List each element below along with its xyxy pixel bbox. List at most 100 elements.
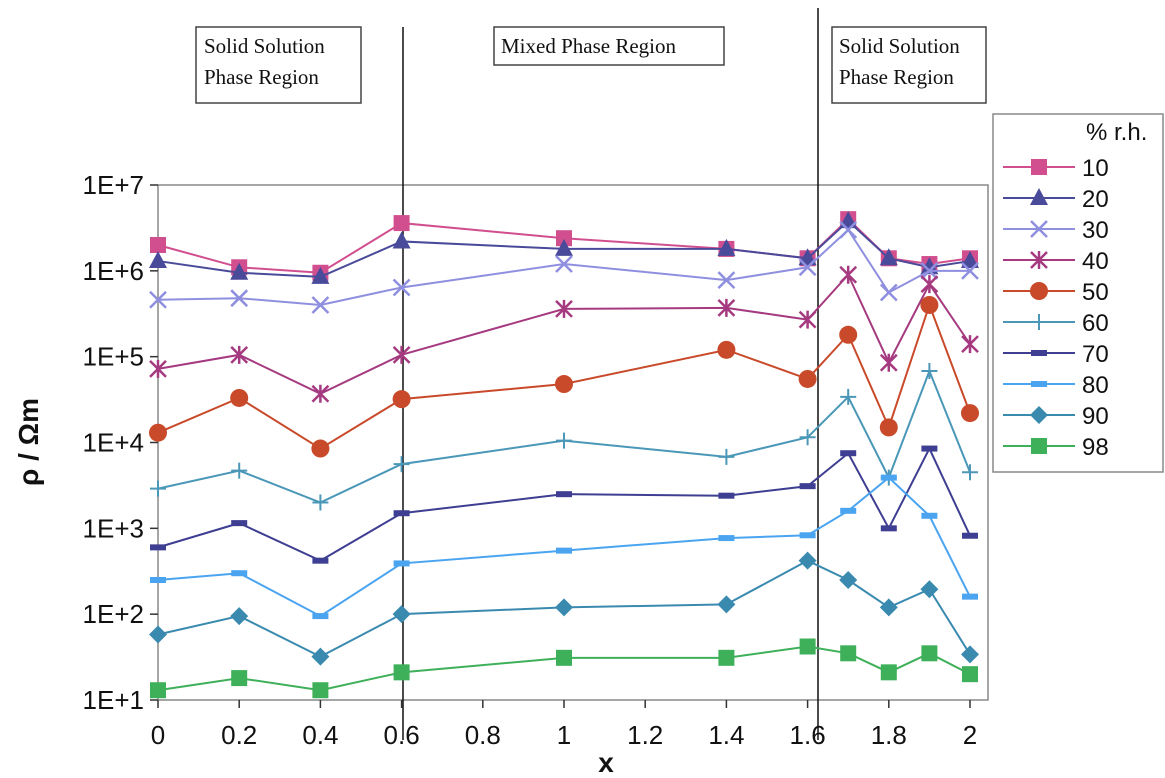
data-point-60: [150, 480, 166, 497]
legend-marker-20: [1030, 188, 1048, 205]
data-point-98: [231, 670, 248, 687]
data-point-30: [920, 261, 939, 280]
legend-item-10: 10: [1003, 155, 1109, 182]
data-point-40: [961, 335, 979, 354]
data-point-50: [230, 388, 249, 407]
x-tick-label: 1.6: [790, 720, 826, 750]
x-tick-label: 2: [963, 720, 977, 750]
data-point-80: [718, 535, 735, 542]
region-box-middle: [493, 26, 725, 66]
legend-item-50: 50: [1003, 279, 1109, 306]
data-point-70: [840, 450, 857, 457]
data-point-60: [312, 494, 329, 511]
series-50: [149, 295, 979, 458]
legend-label: 90: [1082, 403, 1109, 430]
data-point-30: [839, 220, 858, 239]
data-point-90: [555, 598, 573, 617]
data-point-40: [149, 359, 167, 378]
x-tick-label: 0.6: [384, 720, 420, 750]
series-60: [150, 363, 978, 511]
series-30: [149, 220, 979, 314]
region-label-right-line1: Solid Solution: [839, 34, 960, 58]
data-point-50: [555, 375, 573, 394]
series-98: [150, 638, 978, 699]
data-point-98: [921, 645, 938, 662]
data-point-20: [311, 266, 330, 284]
y-tick-label: 1E+4: [83, 428, 144, 458]
region-label-middle: Mixed Phase Region: [501, 34, 676, 58]
region-box-right: [831, 26, 987, 104]
legend-box: [992, 113, 1164, 473]
x-tick-label: 0: [151, 720, 165, 750]
data-point-90: [230, 607, 249, 626]
legend-item-80: 80: [1003, 372, 1109, 399]
y-tick-label: 1E+5: [83, 342, 144, 372]
series-70: [150, 445, 978, 564]
y-tick-label: 1E+7: [83, 170, 144, 200]
series-80: [150, 474, 978, 620]
data-point-50: [392, 390, 411, 409]
data-point-80: [393, 560, 410, 567]
data-point-70: [556, 491, 572, 498]
legend-label: 98: [1082, 434, 1109, 461]
data-point-60: [556, 432, 572, 449]
x-tick-label: 1.8: [871, 720, 907, 750]
data-point-20: [717, 238, 736, 256]
data-point-40: [798, 310, 817, 329]
data-point-30: [879, 283, 898, 302]
legend-label: 50: [1082, 279, 1109, 306]
data-point-50: [961, 404, 979, 423]
data-point-60: [231, 462, 248, 479]
legend-item-60: 60: [1003, 310, 1109, 337]
data-point-30: [149, 290, 167, 309]
data-point-20: [961, 251, 979, 269]
legend-item-98: 98: [1003, 434, 1109, 461]
data-point-98: [312, 682, 329, 699]
data-point-40: [555, 299, 573, 318]
y-tick-label: 1E+6: [83, 256, 144, 286]
data-point-70: [880, 525, 897, 532]
x-tick-label: 1: [557, 720, 571, 750]
series-line-70: [157, 446, 971, 562]
data-point-80: [840, 507, 857, 514]
data-point-30: [961, 261, 979, 280]
y-axis-title: ρ / Ωm: [13, 398, 44, 486]
data-point-80: [150, 577, 166, 584]
data-point-50: [839, 325, 858, 344]
data-point-20: [149, 251, 167, 269]
data-point-90: [392, 605, 411, 624]
data-point-20: [879, 248, 898, 266]
data-point-50: [879, 418, 898, 437]
data-point-70: [393, 510, 410, 517]
legend-marker-40: [1030, 251, 1048, 269]
y-tick-label: 1E+2: [83, 599, 144, 629]
data-point-70: [231, 520, 248, 527]
legend-label: 20: [1082, 186, 1109, 213]
data-point-90: [717, 595, 736, 614]
data-point-70: [718, 492, 735, 499]
legend-label: 10: [1082, 155, 1109, 182]
data-point-70: [962, 532, 978, 539]
data-point-80: [921, 512, 938, 519]
legend-marker-98: [1031, 438, 1047, 454]
data-point-70: [799, 483, 816, 490]
data-point-80: [880, 474, 897, 481]
x-tick-label: 0.4: [302, 720, 338, 750]
data-point-90: [311, 647, 330, 666]
data-point-98: [150, 682, 166, 699]
data-point-40: [920, 275, 939, 294]
legend-label: 40: [1082, 248, 1109, 275]
data-point-50: [717, 340, 736, 359]
data-point-20: [392, 231, 411, 249]
series-90: [149, 551, 979, 666]
data-point-40: [230, 345, 249, 364]
legend-item-20: 20: [1003, 186, 1109, 213]
legend-title: % r.h.: [1086, 119, 1147, 146]
region-box-left: [195, 26, 362, 104]
data-point-80: [799, 532, 816, 539]
data-point-98: [799, 638, 816, 655]
data-point-60: [840, 388, 857, 405]
data-point-10: [393, 215, 410, 232]
series-40: [149, 265, 979, 403]
